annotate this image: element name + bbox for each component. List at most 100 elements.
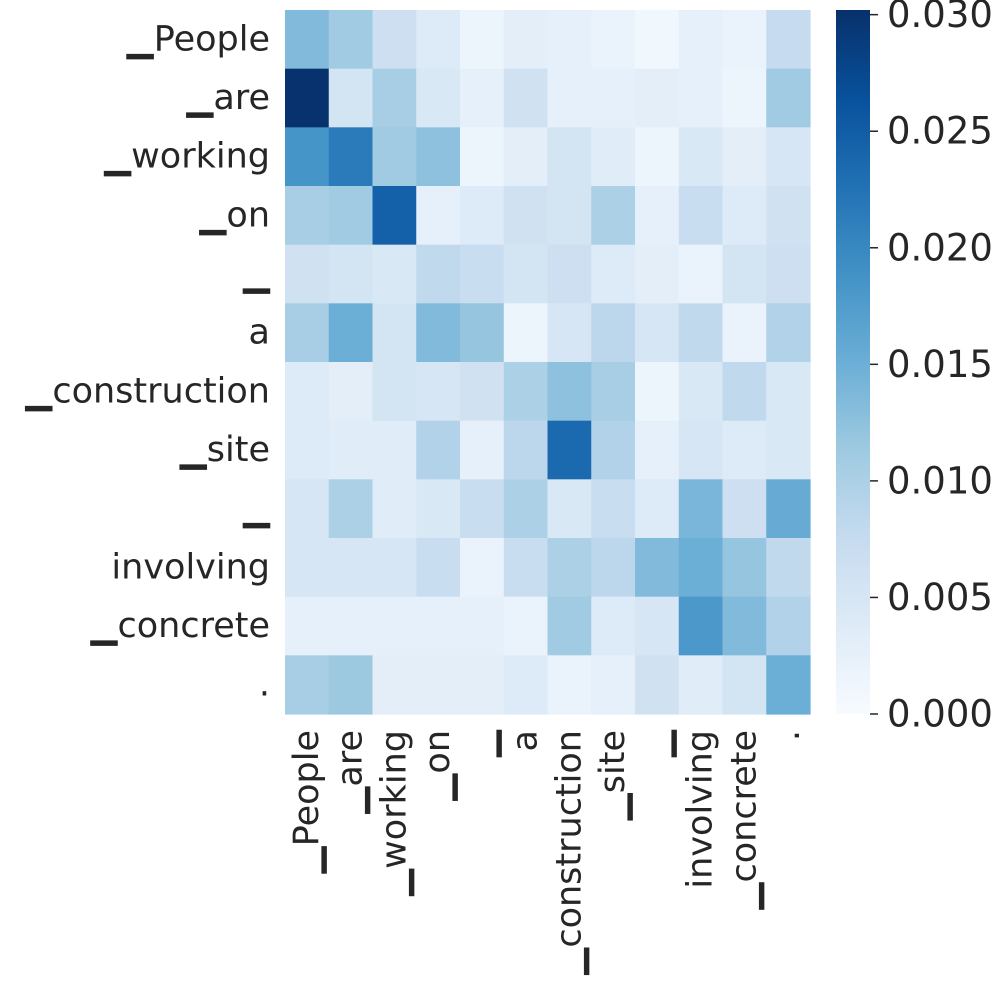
heatmap-cell [372,596,417,656]
heatmap-cell [328,303,374,363]
row-tick-label: ▁site [179,430,270,470]
heatmap-cell [722,362,767,422]
heatmap-cell [372,127,417,187]
column-tick-label: a [506,730,546,751]
heatmap-cell [547,10,592,70]
heatmap-cell [678,655,724,715]
heatmap-cell [372,303,417,363]
heatmap-cell [678,538,724,598]
heatmap-cell [591,244,636,304]
heatmap-cell [591,10,636,70]
heatmap-cell [591,538,636,598]
row-tick-label: . [259,665,270,705]
heatmap-cell [722,10,767,70]
heatmap-cell [678,362,724,422]
heatmap-cell [635,538,680,598]
heatmap-cell [722,479,767,539]
colorbar-tick-label: 0.000 [887,693,993,736]
column-tick-label: ▁construction [549,730,589,976]
heatmap-cell [372,538,417,598]
column-tick-label: ▁on [418,730,458,802]
heatmap-cell [416,420,461,480]
heatmap-cell [285,420,330,480]
row-tick-label: ▁ [242,489,271,529]
heatmap-cell [591,479,636,539]
heatmap-cell [416,127,461,187]
column-tick-label: ▁ [462,729,502,758]
heatmap-cell [503,420,549,480]
heatmap-cell [591,420,636,480]
colorbar-tick-label: 0.015 [887,343,993,386]
heatmap-cell [722,186,767,246]
heatmap-cell [328,186,374,246]
heatmap-cell [285,10,330,70]
heatmap-cell [591,303,636,363]
heatmap-cell [503,68,549,128]
heatmap-cell [547,303,592,363]
row-tick-label: ▁concrete [90,606,270,646]
heatmap-cell [635,420,680,480]
heatmap-cell [285,479,330,539]
heatmap-cell [285,68,330,128]
heatmap-cell [285,244,330,304]
heatmap-cell [766,655,811,715]
heatmap-cell [285,127,330,187]
column-tick-label: ▁working [374,730,414,897]
heatmap-cell [503,303,549,363]
heatmap-cell [416,479,461,539]
heatmap-cell [503,655,549,715]
heatmap-cell [503,127,549,187]
heatmap-cell [591,596,636,656]
heatmap-cell [503,10,549,70]
heatmap-cell [416,303,461,363]
row-tick-label: ▁People [126,19,270,59]
heatmap-cell [372,362,417,422]
column-tick-label: . [768,730,808,741]
heatmap-cell [766,10,811,70]
heatmap-cell [678,127,724,187]
heatmap-cell [328,10,374,70]
heatmap-cell [416,244,461,304]
heatmap-cell [547,127,592,187]
row-tick-label: involving [111,547,270,587]
heatmap-cell [547,420,592,480]
column-tick-label: ▁are [331,730,371,815]
heatmap-cell [591,655,636,715]
heatmap-cell [503,479,549,539]
heatmap-cell [285,596,330,656]
heatmap-cell [635,303,680,363]
heatmap-cell [416,186,461,246]
heatmap-cell [635,655,680,715]
heatmap-cell [328,538,374,598]
heatmap-cell [547,655,592,715]
column-tick-label: ▁People [287,730,327,874]
heatmap-cell [372,655,417,715]
heatmap-cell [460,303,505,363]
column-tick-label: ▁concrete [724,730,764,910]
heatmap-cell [416,362,461,422]
heatmap-cell [766,362,811,422]
heatmap-cell [722,596,767,656]
heatmap-cell [678,244,724,304]
colorbar-gradient [836,10,870,714]
colorbar-tick-label: 0.010 [887,459,993,502]
heatmap-cell [460,420,505,480]
heatmap-cell [591,68,636,128]
heatmap-cell [547,596,592,656]
heatmap-cell [722,655,767,715]
heatmap-cell [328,479,374,539]
heatmap-cell [460,479,505,539]
heatmap-cell [328,655,374,715]
heatmap-cell [372,479,417,539]
row-labels: ▁People ▁are ▁working ▁on ▁ a ▁construction ▁si… [24,19,271,704]
heatmap-cell [722,244,767,304]
column-tick-label: involving [681,730,721,889]
heatmap-cell [678,186,724,246]
heatmap-cell [635,68,680,128]
heatmap-cell [722,127,767,187]
colorbar: 0.000 0.005 0.010 0.015 0.020 0.025 0.030 [836,0,993,736]
heatmap-cell [678,479,724,539]
heatmap-cell [328,596,374,656]
heatmap-cell [460,596,505,656]
